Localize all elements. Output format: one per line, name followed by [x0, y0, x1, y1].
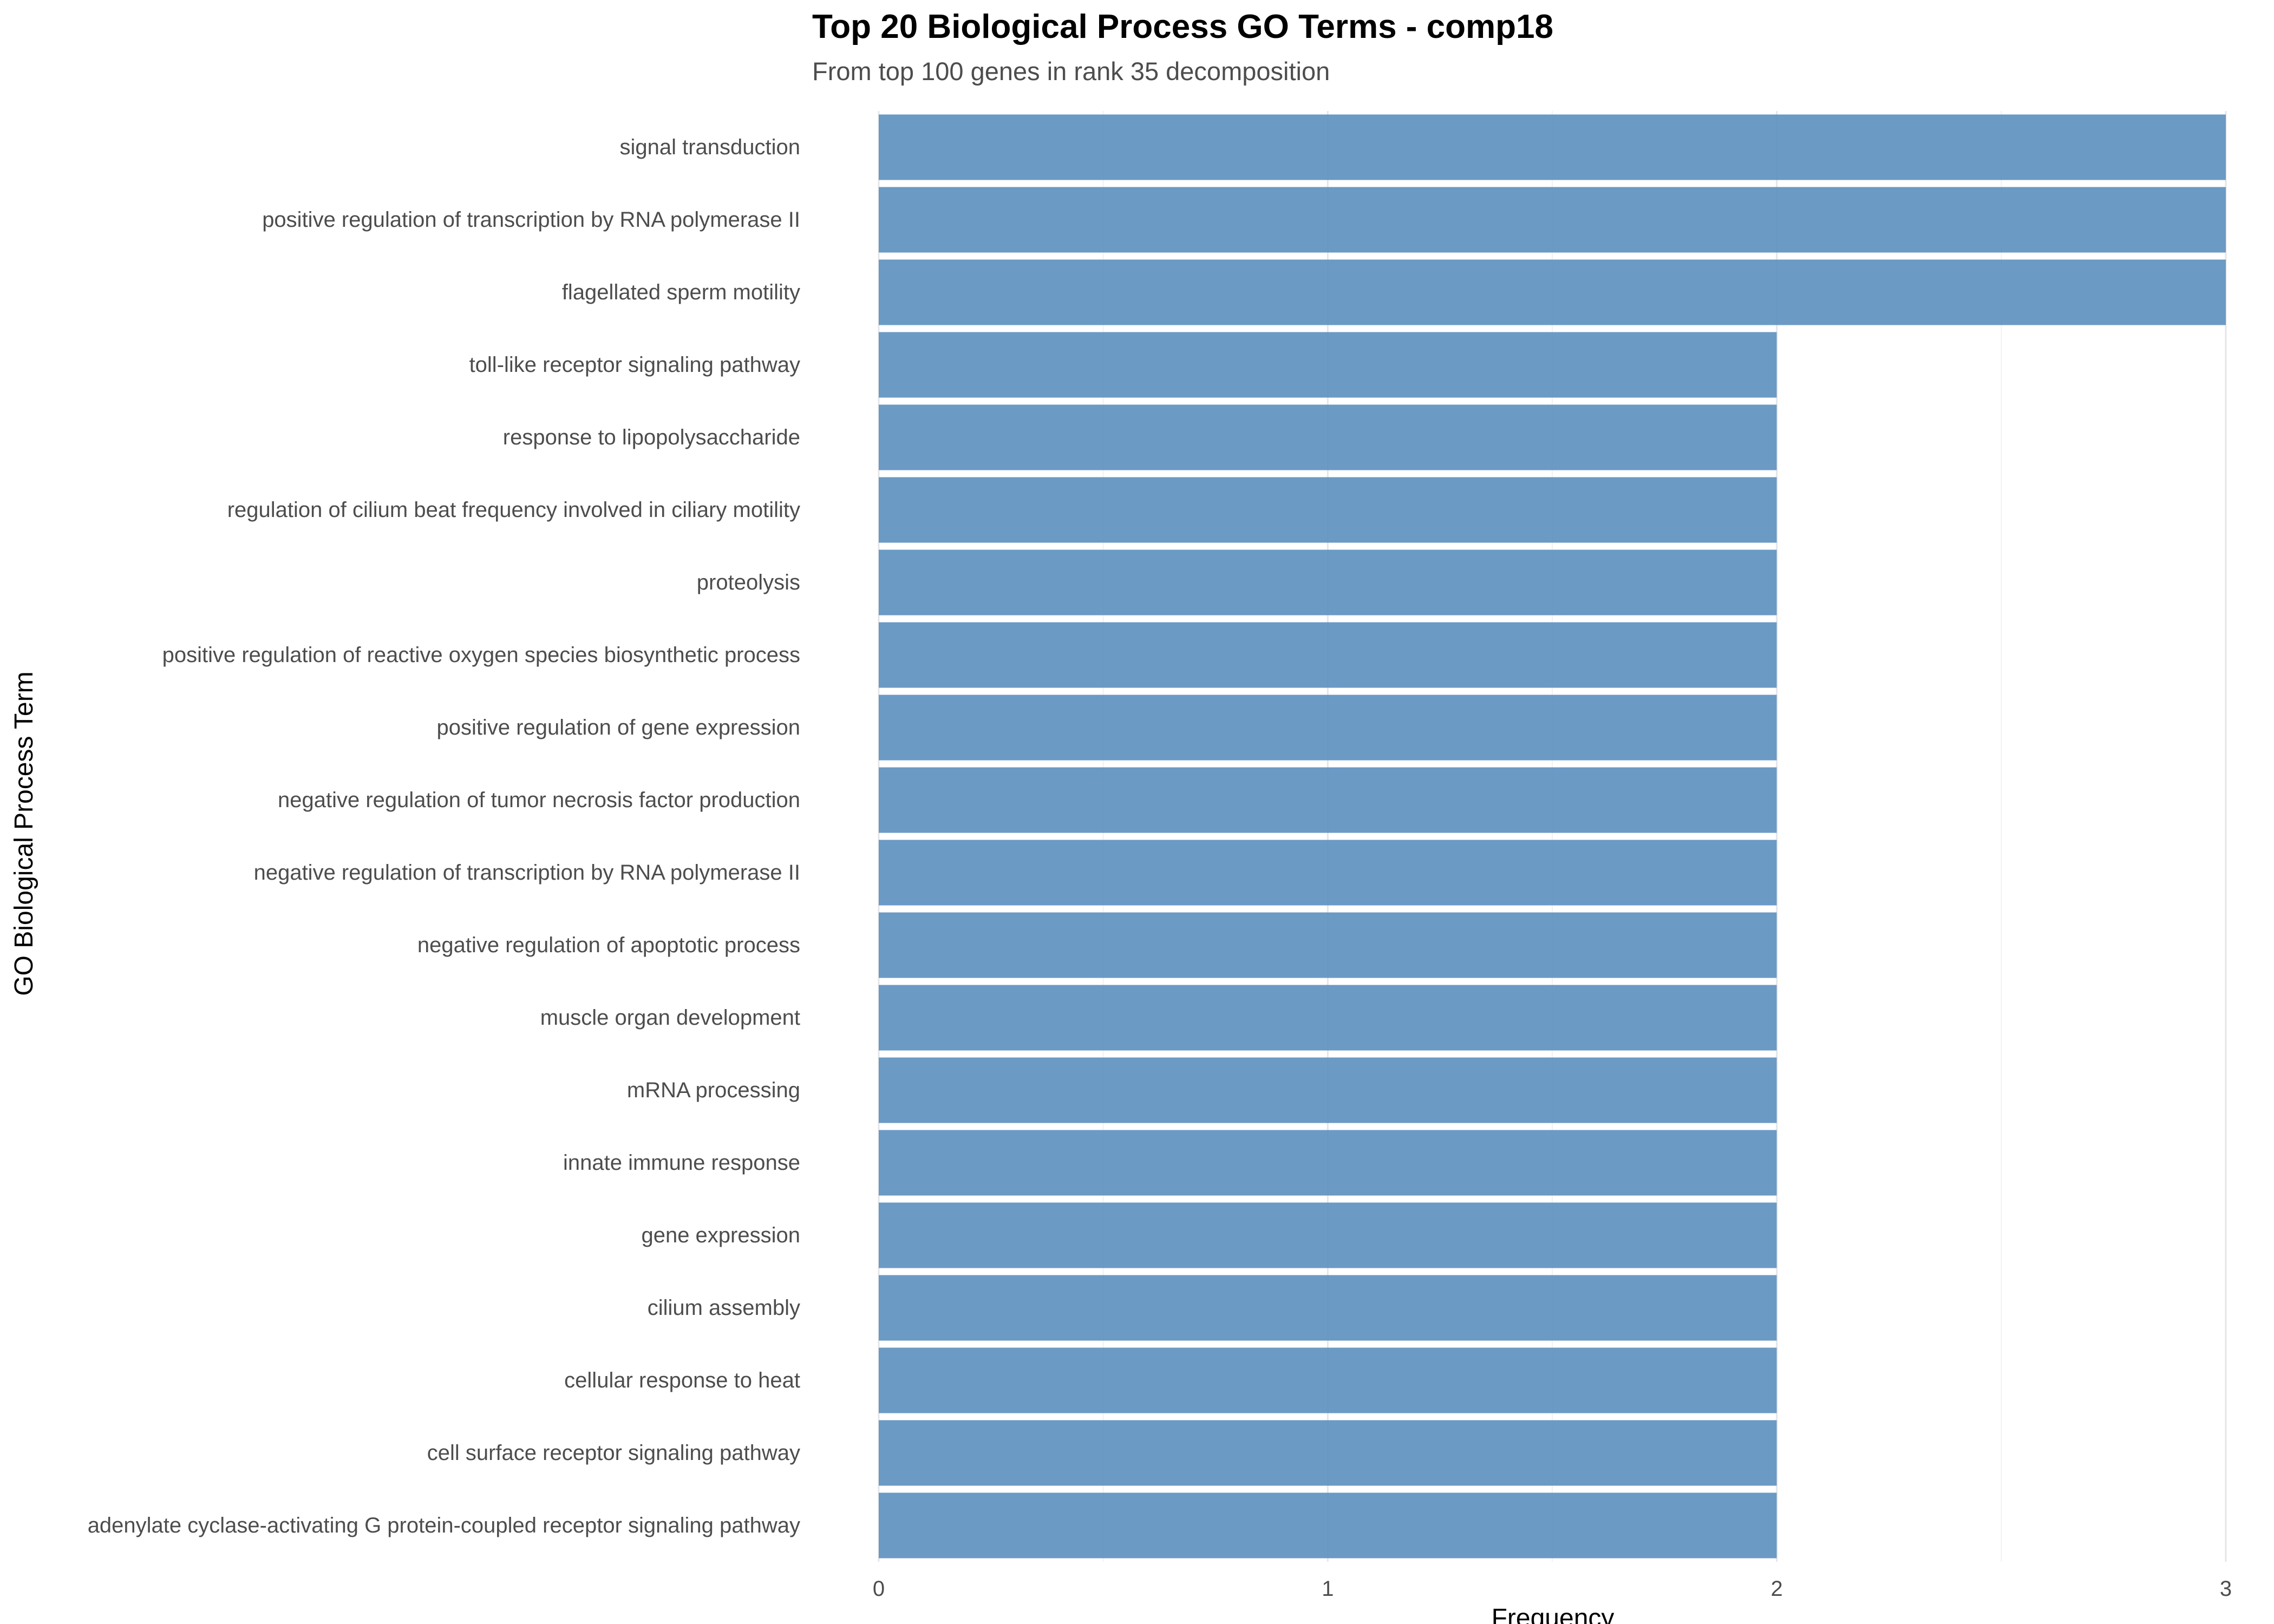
bar	[879, 840, 1777, 906]
bar	[879, 767, 1777, 833]
category-label: response to lipopolysaccharide	[503, 425, 800, 449]
category-label: toll-like receptor signaling pathway	[469, 353, 800, 377]
bar	[879, 404, 1777, 470]
category-label: negative regulation of tumor necrosis fa…	[278, 788, 800, 812]
chart-subtitle: From top 100 genes in rank 35 decomposit…	[812, 57, 1330, 86]
category-label: regulation of cilium beat frequency invo…	[227, 498, 800, 522]
bar	[879, 477, 1777, 543]
category-label: proteolysis	[697, 571, 800, 594]
category-label: negative regulation of apoptotic process	[417, 933, 800, 957]
category-label: flagellated sperm motility	[562, 280, 800, 304]
x-tick-label: 0	[873, 1577, 885, 1601]
category-label: muscle organ development	[540, 1006, 800, 1030]
category-label: cell surface receptor signaling pathway	[427, 1441, 800, 1465]
x-tick-label: 1	[1322, 1577, 1334, 1601]
category-label: innate immune response	[563, 1151, 800, 1175]
bar	[879, 912, 1777, 978]
bar	[879, 1347, 1777, 1413]
category-label: signal transduction	[619, 135, 800, 159]
category-label: mRNA processing	[627, 1078, 800, 1102]
category-label: negative regulation of transcription by …	[254, 861, 800, 885]
x-axis-title: Frequency	[1492, 1604, 1615, 1624]
bar	[879, 1130, 1777, 1196]
bar	[879, 549, 1777, 615]
bar	[879, 1202, 1777, 1268]
bars	[879, 114, 2226, 1558]
chart-title: Top 20 Biological Process GO Terms - com…	[812, 8, 1553, 45]
bar	[879, 1492, 1777, 1558]
bar	[879, 1420, 1777, 1486]
y-axis-title: GO Biological Process Term	[10, 671, 38, 996]
gridlines	[878, 111, 2227, 1562]
x-tick-label: 2	[1771, 1577, 1783, 1601]
category-label: positive regulation of reactive oxygen s…	[162, 643, 800, 667]
bar	[879, 1275, 1777, 1341]
bar	[879, 259, 2226, 325]
x-tick-labels: 0 1 2 3	[873, 1577, 2232, 1601]
category-label: gene expression	[641, 1223, 800, 1247]
category-label: cellular response to heat	[564, 1368, 800, 1392]
bar	[879, 985, 1777, 1051]
bar	[879, 332, 1777, 398]
category-labels: signal transduction positive regulation o…	[88, 135, 800, 1537]
category-label: positive regulation of transcription by …	[262, 208, 800, 232]
category-label: adenylate cyclase-activating G protein-c…	[88, 1514, 800, 1537]
bar	[879, 695, 1777, 761]
bar	[879, 114, 2226, 180]
category-label: cilium assembly	[648, 1296, 800, 1320]
category-label: positive regulation of gene expression	[436, 716, 800, 739]
bar	[879, 622, 1777, 688]
bar	[879, 1057, 1777, 1123]
bar	[879, 187, 2226, 253]
x-tick-label: 3	[2220, 1577, 2232, 1601]
